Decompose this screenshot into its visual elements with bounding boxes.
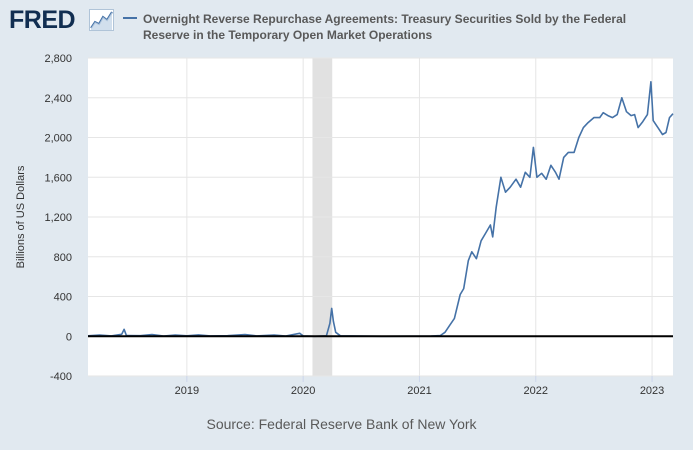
y-tick-label: 400	[54, 292, 72, 304]
fred-logo[interactable]: FRED	[9, 6, 76, 34]
x-tick-label: 2021	[407, 385, 431, 397]
y-tick-label: 0	[66, 331, 72, 343]
x-tick-label: 2023	[640, 385, 664, 397]
y-tick-label: 2,800	[44, 53, 72, 65]
series-line-0	[87, 81, 674, 338]
y-tick-label: -400	[50, 371, 72, 383]
y-tick-label: 2,400	[44, 93, 72, 105]
y-axis-label: Billions of US Dollars	[15, 165, 27, 268]
y-tick-label: 2,000	[44, 133, 72, 145]
y-tick-label: 1,200	[44, 212, 72, 224]
chart-title: Overnight Reverse Repurchase Agreements:…	[143, 12, 627, 42]
x-axis-ticks: 2019 2020 2021 2022 2023	[175, 376, 664, 397]
legend-series-swatch	[123, 17, 137, 19]
trend-chart-icon	[89, 9, 114, 31]
y-tick-label: 1,600	[44, 172, 72, 184]
x-tick-label: 2020	[291, 385, 315, 397]
x-tick-label: 2022	[524, 385, 548, 397]
source-note: Source: Federal Reserve Bank of New York	[206, 416, 477, 432]
x-tick-label: 2019	[175, 385, 199, 397]
series-layer	[87, 81, 674, 338]
fred-logo-text: FRED	[9, 6, 76, 34]
y-tick-label: 800	[54, 252, 72, 264]
y-axis-ticks: -400 0 400 800 1,200 1,600 2,000 2,400 2,800	[44, 53, 72, 383]
